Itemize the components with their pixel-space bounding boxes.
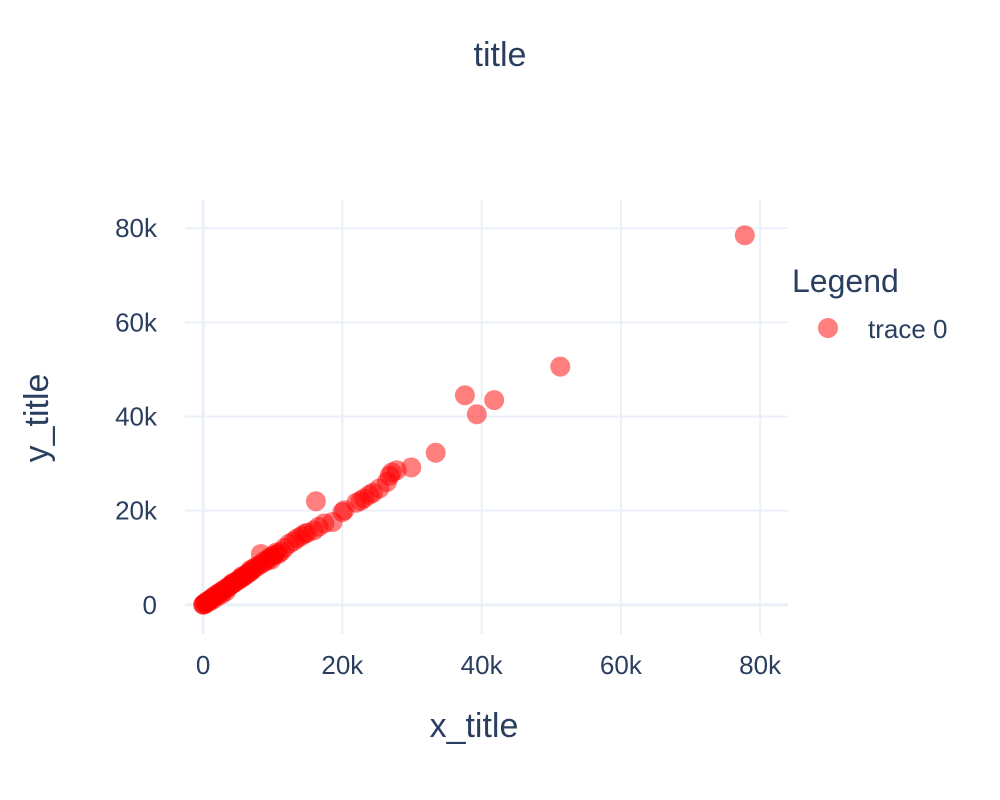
data-point <box>363 482 383 503</box>
x-tick-label: 20k <box>321 650 364 680</box>
legend-title: Legend <box>792 263 899 299</box>
data-point <box>240 560 261 580</box>
x-axis-title: x_title <box>430 707 519 745</box>
data-point <box>454 385 475 406</box>
legend-label: trace 0 <box>868 314 948 344</box>
y-tick-label: 0 <box>143 590 157 620</box>
data-point <box>305 491 326 512</box>
scatter-points <box>193 225 755 615</box>
grid-lines <box>185 200 788 634</box>
legend-marker <box>818 318 838 338</box>
data-point <box>734 225 755 246</box>
x-tick-label: 60k <box>600 650 643 680</box>
legend-item-trace-0[interactable]: trace 0 <box>818 314 948 344</box>
x-tick-label: 0 <box>196 650 210 680</box>
data-point <box>425 442 446 463</box>
y-tick-label: 80k <box>115 213 158 243</box>
legend: Legend trace 0 <box>792 263 948 344</box>
x-tick-label: 80k <box>739 650 782 680</box>
y-tick-label: 40k <box>115 402 158 432</box>
data-point <box>550 356 571 377</box>
data-point <box>484 390 505 411</box>
x-tick-label: 40k <box>461 650 504 680</box>
data-point <box>279 533 300 554</box>
y-tick-label: 20k <box>115 496 158 526</box>
y-tick-labels: 0 20k 40k 60k 80k <box>115 213 158 620</box>
chart-title: title <box>474 36 527 74</box>
x-tick-labels: 0 20k 40k 60k 80k <box>196 650 782 680</box>
y-axis-title: y_title <box>18 374 56 463</box>
data-point <box>466 404 487 425</box>
y-tick-label: 60k <box>115 307 158 337</box>
data-point <box>297 522 318 543</box>
